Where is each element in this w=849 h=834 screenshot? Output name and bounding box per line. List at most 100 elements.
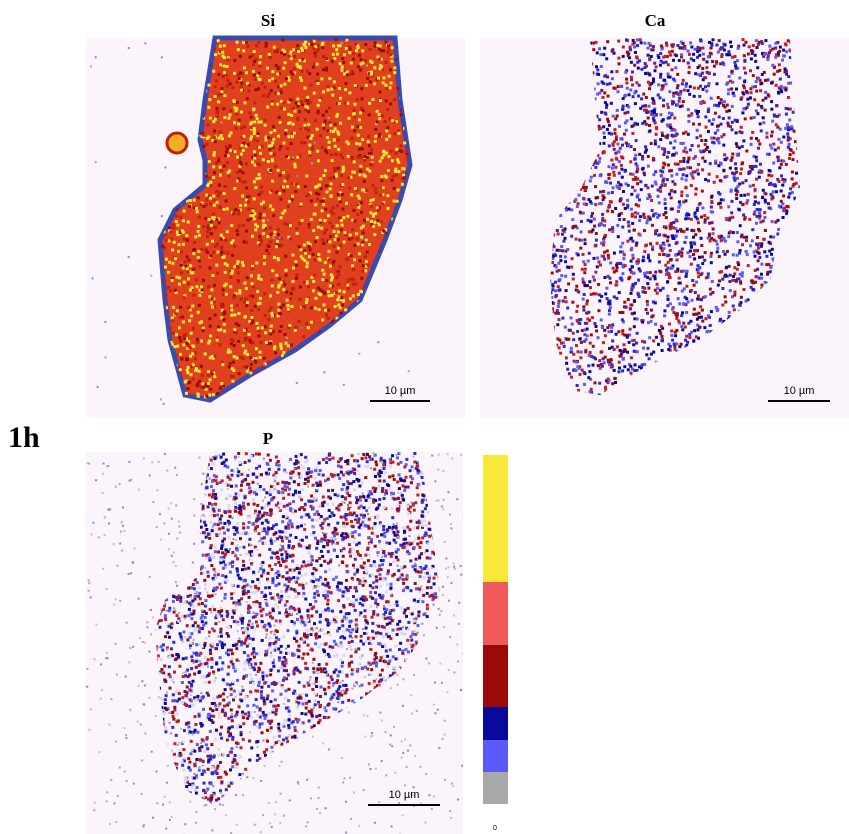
pixel xyxy=(248,320,252,324)
pixel xyxy=(340,156,344,160)
pixel xyxy=(561,228,565,232)
pixel xyxy=(772,72,776,76)
pixel xyxy=(291,72,295,76)
pixel xyxy=(672,77,676,81)
pixel xyxy=(576,350,580,354)
pixel xyxy=(591,163,595,167)
pixel xyxy=(622,343,626,347)
pixel xyxy=(236,271,240,275)
pixel xyxy=(763,216,767,219)
pixel xyxy=(731,304,735,308)
pixel xyxy=(734,187,738,190)
pixel xyxy=(271,330,275,334)
pixel xyxy=(701,168,705,172)
pixel xyxy=(304,126,308,130)
pixel xyxy=(629,270,633,274)
pixel xyxy=(658,186,662,190)
pixel xyxy=(661,181,665,185)
pixel xyxy=(745,253,749,257)
pixel xyxy=(784,106,788,110)
pixel xyxy=(655,282,659,286)
pixel xyxy=(249,216,253,220)
pixel xyxy=(387,47,391,51)
pixel xyxy=(646,346,650,350)
pixel xyxy=(608,363,611,366)
pixel xyxy=(205,235,209,238)
pixel xyxy=(258,235,262,239)
pixel xyxy=(556,337,560,341)
pixel xyxy=(551,256,555,260)
pixel xyxy=(275,190,279,194)
pixel xyxy=(589,333,593,337)
pixel xyxy=(354,282,358,286)
pixel xyxy=(213,313,217,317)
pixel xyxy=(699,305,703,309)
pixel xyxy=(700,215,703,219)
pixel xyxy=(333,238,337,242)
pixel xyxy=(664,263,668,267)
pixel xyxy=(395,147,399,151)
pixel xyxy=(237,323,241,327)
pixel xyxy=(286,307,290,311)
pixel xyxy=(602,125,606,129)
pixel xyxy=(278,192,282,195)
pixel xyxy=(572,352,576,356)
pixel xyxy=(767,263,771,267)
pixel xyxy=(185,234,189,238)
pixel xyxy=(239,355,242,359)
pixel xyxy=(244,297,248,301)
pixel xyxy=(626,368,630,372)
pixel xyxy=(634,89,638,93)
pixel xyxy=(223,270,227,274)
pixel xyxy=(583,188,587,192)
pixel xyxy=(643,229,646,233)
pixel xyxy=(361,61,365,65)
pixel xyxy=(226,154,230,158)
pixel xyxy=(171,261,175,265)
pixel xyxy=(666,235,670,239)
pixel xyxy=(384,228,388,232)
pixel xyxy=(359,62,363,66)
pixel xyxy=(271,145,275,149)
pixel xyxy=(248,84,251,88)
pixel xyxy=(323,261,327,265)
pixel xyxy=(305,322,308,326)
pixel xyxy=(605,103,609,107)
pixel xyxy=(300,46,304,50)
pixel xyxy=(608,324,611,328)
pixel xyxy=(237,339,241,343)
pixel xyxy=(621,202,625,206)
pixel xyxy=(277,302,281,306)
pixel xyxy=(752,288,756,292)
pixel xyxy=(651,45,655,49)
pixel xyxy=(248,338,252,342)
pixel xyxy=(386,50,390,54)
pixel xyxy=(773,65,776,69)
pixel xyxy=(335,174,338,178)
pixel xyxy=(369,151,373,155)
pixel xyxy=(561,316,565,320)
pixel xyxy=(303,185,307,189)
pixel xyxy=(660,47,664,51)
pixel xyxy=(236,266,240,270)
pixel xyxy=(651,247,655,251)
pixel xyxy=(373,82,377,86)
pixel xyxy=(684,338,688,342)
pixel xyxy=(680,325,684,328)
pixel xyxy=(295,62,299,66)
pixel xyxy=(567,372,571,376)
pixel xyxy=(729,40,732,44)
pixel xyxy=(204,174,208,178)
pixel xyxy=(778,166,782,170)
pixel xyxy=(660,249,664,253)
pixel xyxy=(655,241,659,245)
pixel xyxy=(602,131,606,135)
pixel xyxy=(594,165,598,169)
pixel xyxy=(661,286,665,290)
pixel xyxy=(263,314,267,318)
pixel xyxy=(383,174,387,178)
pixel xyxy=(312,229,316,233)
pixel xyxy=(708,162,712,166)
pixel xyxy=(753,98,757,102)
pixel xyxy=(775,190,778,194)
